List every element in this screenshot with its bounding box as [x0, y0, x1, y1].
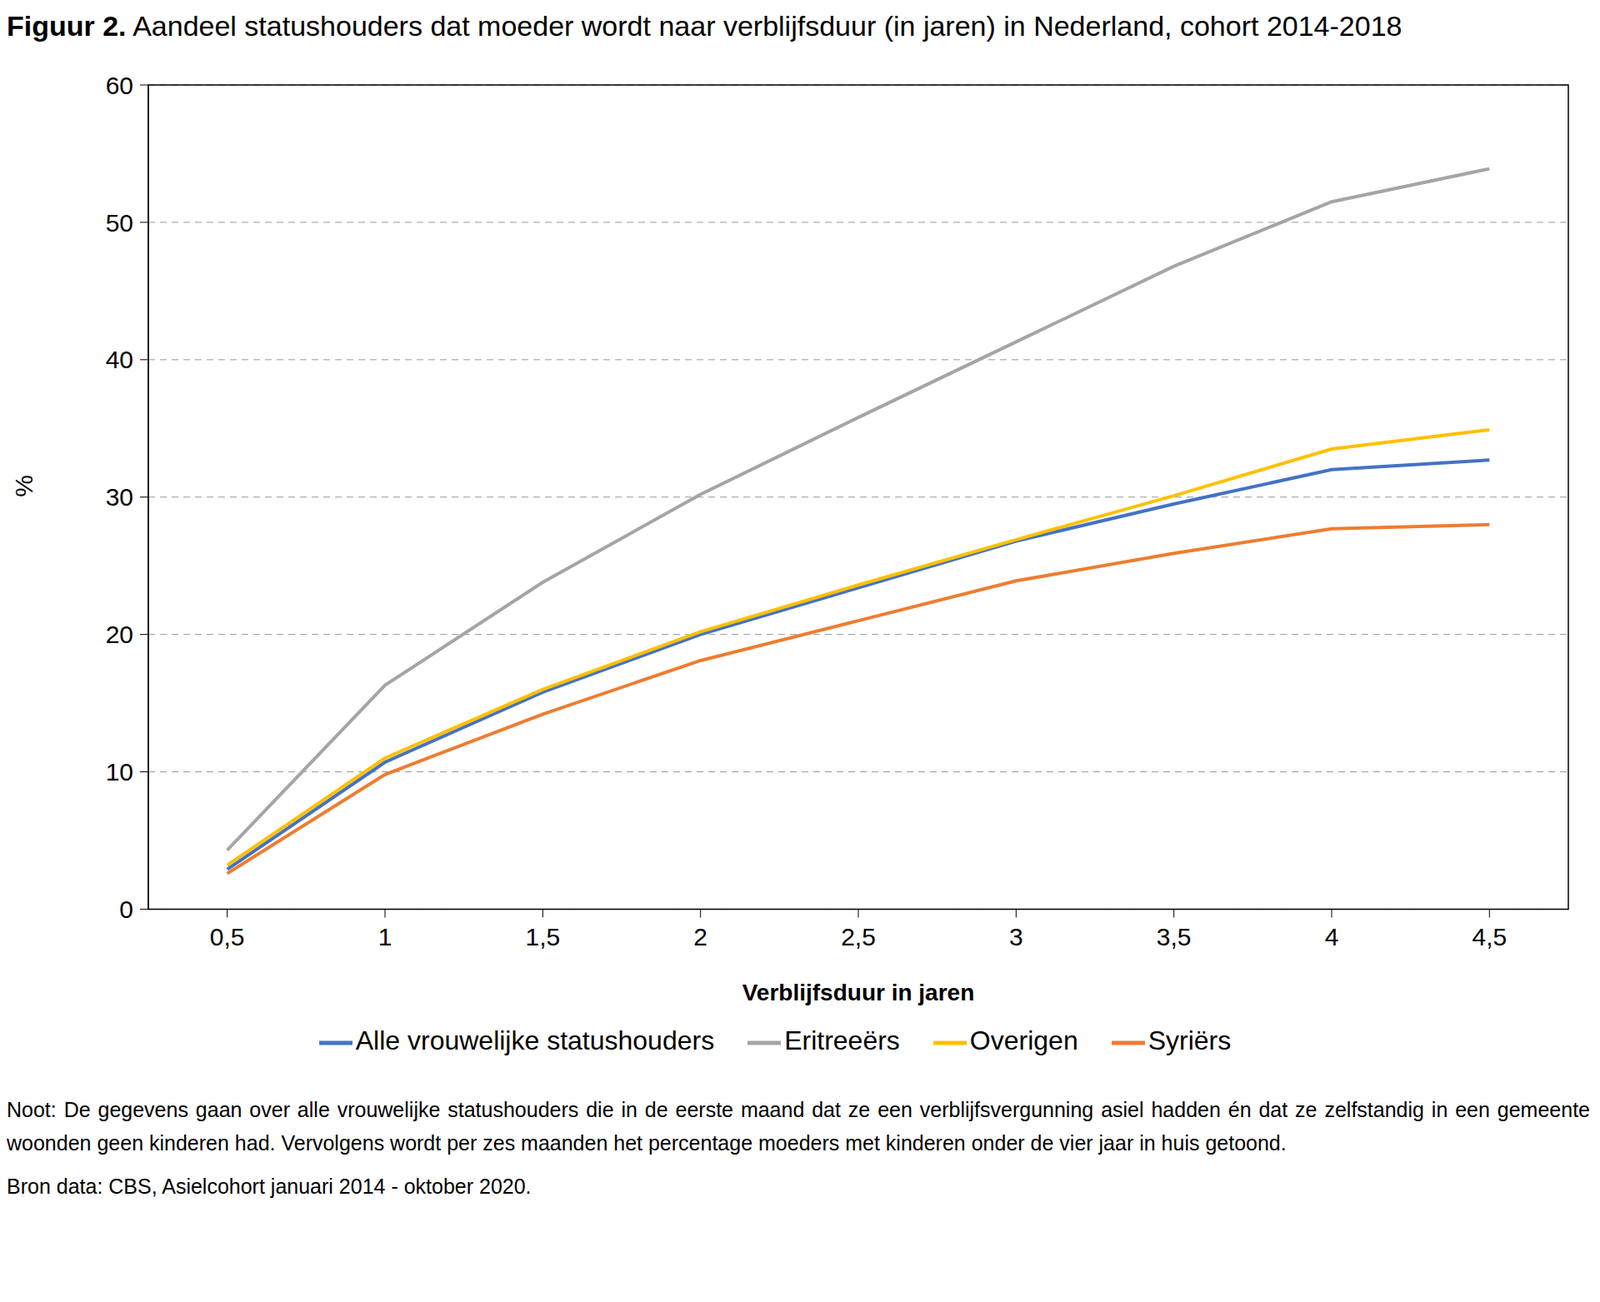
- svg-text:4: 4: [1325, 923, 1340, 951]
- html-text:Bron data: CBS, Asielcohort ja: Bron data: CBS, Asielcohort januari 2014…: [6, 1175, 532, 1199]
- svg-text:1,5: 1,5: [525, 923, 560, 951]
- html-text:Eritreeërs: Eritreeërs: [784, 1026, 900, 1057]
- svg-text:%: %: [10, 475, 38, 498]
- svg-text:50: 50: [105, 209, 134, 237]
- svg-text:30: 30: [105, 483, 134, 511]
- svg-text:0,5: 0,5: [210, 923, 245, 951]
- html-text:Syriërs: Syriërs: [1148, 1026, 1232, 1057]
- svg-text:10: 10: [105, 758, 134, 786]
- svg-text:3: 3: [1009, 923, 1024, 951]
- html-text:Overigen: Overigen: [969, 1026, 1079, 1057]
- html-text:Alle vrouwelijke statushouders: Alle vrouwelijke statushouders: [355, 1026, 715, 1057]
- html-text:Figuur 2. Aandeel statushouder: Figuur 2. Aandeel statushouders dat moed…: [6, 10, 1403, 42]
- svg-text:4,5: 4,5: [1471, 923, 1507, 951]
- svg-text:1: 1: [378, 923, 393, 951]
- svg-text:60: 60: [105, 71, 134, 100]
- svg-text:40: 40: [105, 345, 134, 374]
- svg-text:2: 2: [693, 923, 708, 951]
- svg-text:3,5: 3,5: [1156, 923, 1192, 951]
- svg-text:0: 0: [119, 895, 134, 924]
- html-text:Noot: De gegevens gaan over al: Noot: De gegevens gaan over alle vrouwel…: [6, 1098, 1590, 1155]
- svg-text:20: 20: [105, 620, 134, 649]
- svg-text:Verblijfsduur in jaren: Verblijfsduur in jaren: [742, 980, 975, 1006]
- svg-text:2,5: 2,5: [840, 923, 876, 951]
